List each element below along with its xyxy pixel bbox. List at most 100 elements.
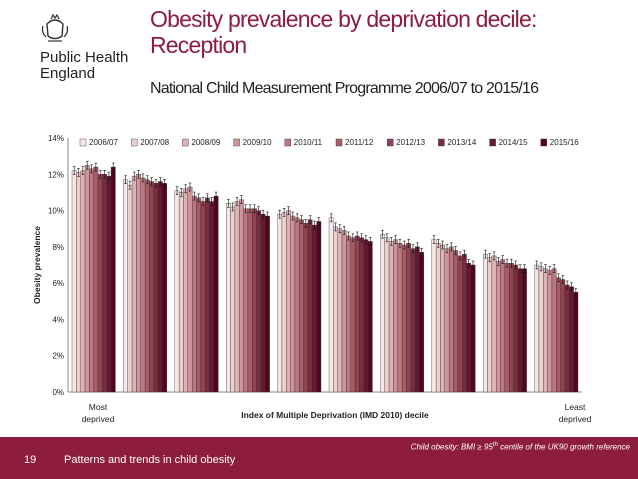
bar <box>102 174 107 393</box>
logo: Public Health England <box>8 8 138 88</box>
bar <box>123 179 128 393</box>
bar <box>517 268 523 393</box>
bar <box>556 277 561 393</box>
royal-crest-icon <box>41 13 69 42</box>
footnote-prefix: Child obesity: BMI ≥ 95 <box>410 442 493 452</box>
bar <box>247 208 253 393</box>
legend-swatch <box>284 138 291 147</box>
bar <box>513 264 519 393</box>
bar <box>153 183 159 393</box>
bar <box>573 292 579 393</box>
bar <box>569 286 574 393</box>
bar <box>307 219 313 393</box>
bar <box>239 199 244 393</box>
bar <box>406 243 411 393</box>
bar <box>256 210 262 393</box>
bar <box>350 237 356 393</box>
bar <box>431 239 437 393</box>
bar <box>200 201 206 393</box>
footnote-superscript: th <box>492 442 498 448</box>
x-end-label-least-deprived: Least <box>565 402 586 412</box>
bar <box>333 226 338 393</box>
legend-label: 2006/07 <box>89 138 118 147</box>
bar <box>440 244 445 393</box>
legend-swatch <box>130 138 138 147</box>
legend-label: 2010/11 <box>294 138 323 147</box>
legend-swatch <box>335 138 343 147</box>
bar <box>213 195 219 393</box>
legend-label: 2012/13 <box>396 138 425 147</box>
legend-swatch <box>540 138 547 147</box>
y-tick-label: 12% <box>48 170 64 179</box>
bar <box>149 181 154 393</box>
bar <box>76 172 81 393</box>
bar <box>191 195 197 393</box>
bar <box>337 228 343 393</box>
bar <box>543 268 548 393</box>
bar <box>127 184 133 393</box>
bar <box>110 166 116 393</box>
bar <box>388 241 394 393</box>
footer-title: Patterns and trends in child obesity <box>64 454 236 466</box>
bar <box>457 255 463 393</box>
bar <box>564 284 570 393</box>
legend-swatch <box>438 138 445 147</box>
y-axis-label: Obesity prevalence <box>32 226 42 304</box>
y-tick-label: 8% <box>52 243 64 252</box>
y-tick-label: 6% <box>52 279 64 288</box>
y-tick-label: 14% <box>48 134 64 143</box>
bar <box>363 239 369 393</box>
bar <box>144 179 150 393</box>
bar <box>80 170 86 393</box>
x-end-label-most-deprived: Most <box>89 402 108 412</box>
bar <box>560 279 566 393</box>
bar <box>93 166 99 393</box>
y-tick-label: 2% <box>52 352 64 361</box>
bar <box>136 174 141 393</box>
bar <box>496 261 501 393</box>
bar <box>547 270 553 393</box>
bar <box>226 203 231 393</box>
bar <box>131 175 137 393</box>
page-number: 19 <box>24 454 37 466</box>
bar <box>316 221 322 393</box>
bar-chart: 0% 2% 4% 6% 8% 10% 12% 14% 2006/07 2007/08 2008/09… <box>32 134 592 424</box>
bar <box>380 233 385 393</box>
bar <box>487 257 493 393</box>
legend-swatch <box>387 138 394 147</box>
legend-label: 2014/15 <box>499 138 528 147</box>
bar <box>419 252 424 393</box>
bar <box>504 263 510 393</box>
bar <box>234 201 240 393</box>
bar <box>299 219 304 393</box>
bar <box>89 168 94 393</box>
bar <box>97 174 103 393</box>
x-end-label-least-deprived: deprived <box>559 414 592 424</box>
bar <box>303 223 309 393</box>
footer-bar: Child obesity: BMI ≥ 95th centile of the… <box>0 437 638 479</box>
legend-swatch <box>79 138 87 147</box>
bar <box>209 201 215 393</box>
bar <box>243 208 249 393</box>
bar <box>538 266 544 393</box>
bar <box>174 190 180 393</box>
bar <box>265 215 270 393</box>
bar <box>140 177 146 393</box>
bar <box>483 253 488 393</box>
footnote: Child obesity: BMI ≥ 95th centile of the… <box>411 442 630 452</box>
legend-label: 2011/12 <box>345 138 374 147</box>
bar <box>393 239 398 393</box>
bar <box>328 217 334 393</box>
bar <box>312 224 317 393</box>
y-tick-label: 0% <box>52 388 64 397</box>
legend-swatch <box>182 138 189 147</box>
bar <box>290 215 296 393</box>
legend-swatch <box>233 138 240 147</box>
bar <box>281 212 287 393</box>
legend-label: 2008/09 <box>191 138 220 147</box>
x-end-label-most-deprived: deprived <box>82 414 115 424</box>
bar <box>466 263 472 393</box>
bar <box>522 268 527 393</box>
bar <box>294 217 300 393</box>
bar <box>71 170 77 393</box>
